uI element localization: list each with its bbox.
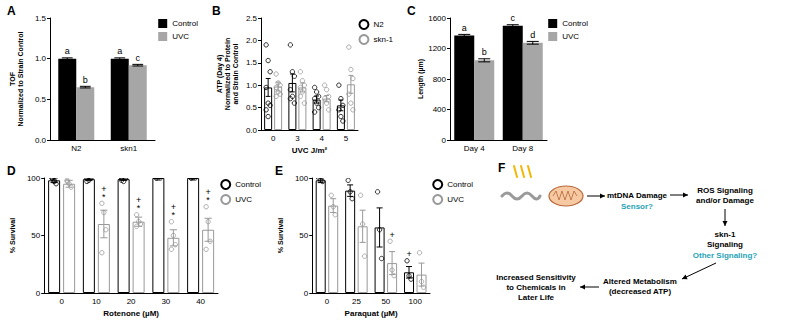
svg-text:A: A [7,4,16,18]
svg-text:skn-1: skn-1 [715,230,736,239]
svg-text:100: 100 [409,297,423,306]
svg-text:d: d [530,30,535,40]
svg-text:0.5: 0.5 [246,103,258,112]
svg-text:and Strain Control: and Strain Control [232,43,239,104]
svg-text:0: 0 [271,134,276,143]
svg-text:1600: 1600 [428,14,446,23]
svg-text:F: F [498,161,505,175]
svg-text:Length (µm): Length (µm) [417,59,425,99]
svg-text:1.5: 1.5 [246,58,258,67]
svg-text:c: c [511,13,516,23]
svg-text:0: 0 [36,289,41,298]
svg-text:+: + [406,249,411,259]
svg-text:+: + [101,184,106,194]
svg-text:1.0: 1.0 [246,81,258,90]
svg-text:TOF: TOF [9,71,16,86]
svg-text:UVC: UVC [562,32,579,41]
svg-text:mtDNA Damage: mtDNA Damage [607,191,668,200]
svg-text:a: a [117,46,122,56]
svg-text:5: 5 [344,134,349,143]
svg-text:0.5: 0.5 [35,95,47,104]
svg-text:Normalized to Strain Control: Normalized to Strain Control [17,32,24,127]
svg-text:a: a [462,23,467,33]
svg-text:Altered Metabolism: Altered Metabolism [603,277,677,286]
svg-text:50: 50 [381,297,390,306]
svg-text:UVC: UVC [235,195,252,204]
svg-text:0.0: 0.0 [246,126,258,135]
svg-text:100: 100 [295,174,309,183]
svg-text:30: 30 [161,297,170,306]
svg-text:Control: Control [172,19,198,28]
svg-text:+: + [136,195,141,205]
svg-text:+: + [205,187,210,197]
svg-text:3: 3 [295,134,300,143]
svg-text:b: b [482,47,487,57]
svg-text:100: 100 [27,174,41,183]
svg-text:10: 10 [92,297,101,306]
svg-text:C: C [407,4,416,18]
svg-text:% Survival: % Survival [277,218,284,253]
svg-text:UVC: UVC [447,195,464,204]
svg-text:to Chemicals in: to Chemicals in [506,283,565,292]
svg-text:0: 0 [442,136,447,145]
svg-text:(decreased ATP): (decreased ATP) [609,287,672,296]
svg-text:Day 4: Day 4 [464,144,485,153]
svg-text:Increased Sensitivity: Increased Sensitivity [496,273,576,282]
svg-text:skn-1: skn-1 [373,35,393,44]
svg-text:0: 0 [59,297,64,306]
svg-text:Other Signaling?: Other Signaling? [693,251,758,260]
svg-text:Rotenone (µM): Rotenone (µM) [103,309,159,318]
svg-text:UVC: UVC [172,32,189,41]
svg-text:ROS Signaling: ROS Signaling [697,186,753,195]
svg-text:0: 0 [325,297,330,306]
svg-text:skn1: skn1 [120,144,137,153]
svg-text:2.0: 2.0 [246,36,258,45]
svg-text:1200: 1200 [428,44,446,53]
svg-text:20: 20 [127,297,136,306]
svg-text:Control: Control [235,180,261,189]
svg-text:N2: N2 [373,20,384,29]
svg-text:Normalized to Protein: Normalized to Protein [224,38,231,110]
svg-text:0.0: 0.0 [35,136,47,145]
svg-text:B: B [212,4,221,18]
svg-text:+: + [389,230,394,240]
svg-text:40: 40 [196,297,205,306]
svg-text:Control: Control [562,19,588,28]
svg-text:E: E [275,164,283,178]
svg-text:800: 800 [433,75,447,84]
svg-text:UVC J/m²: UVC J/m² [292,146,328,155]
svg-text:Control: Control [447,180,473,189]
svg-text:50: 50 [31,231,40,240]
svg-text:Signaling: Signaling [707,240,743,249]
svg-text:b: b [83,75,88,85]
svg-text:Sensor?: Sensor? [621,202,653,211]
svg-text:a: a [65,46,70,56]
svg-text:1.5: 1.5 [35,14,47,23]
svg-text:Paraquat (µM): Paraquat (µM) [345,309,398,318]
svg-text:1.0: 1.0 [35,54,47,63]
svg-text:4: 4 [319,134,324,143]
svg-text:ATP (Day 4): ATP (Day 4) [216,55,224,94]
svg-text:N2: N2 [71,144,82,153]
svg-text:and/or Damage: and/or Damage [696,196,754,205]
svg-text:400: 400 [433,105,447,114]
svg-text:c: c [136,53,141,63]
svg-text:% Survival: % Survival [9,218,16,253]
svg-text:50: 50 [299,231,308,240]
svg-text:25: 25 [352,297,361,306]
svg-text:Day 8: Day 8 [512,144,533,153]
svg-text:2.5: 2.5 [246,14,258,23]
svg-text:0: 0 [304,289,309,298]
svg-text:+: + [171,202,176,212]
svg-text:Later Life: Later Life [518,293,555,302]
svg-text:D: D [7,164,16,178]
